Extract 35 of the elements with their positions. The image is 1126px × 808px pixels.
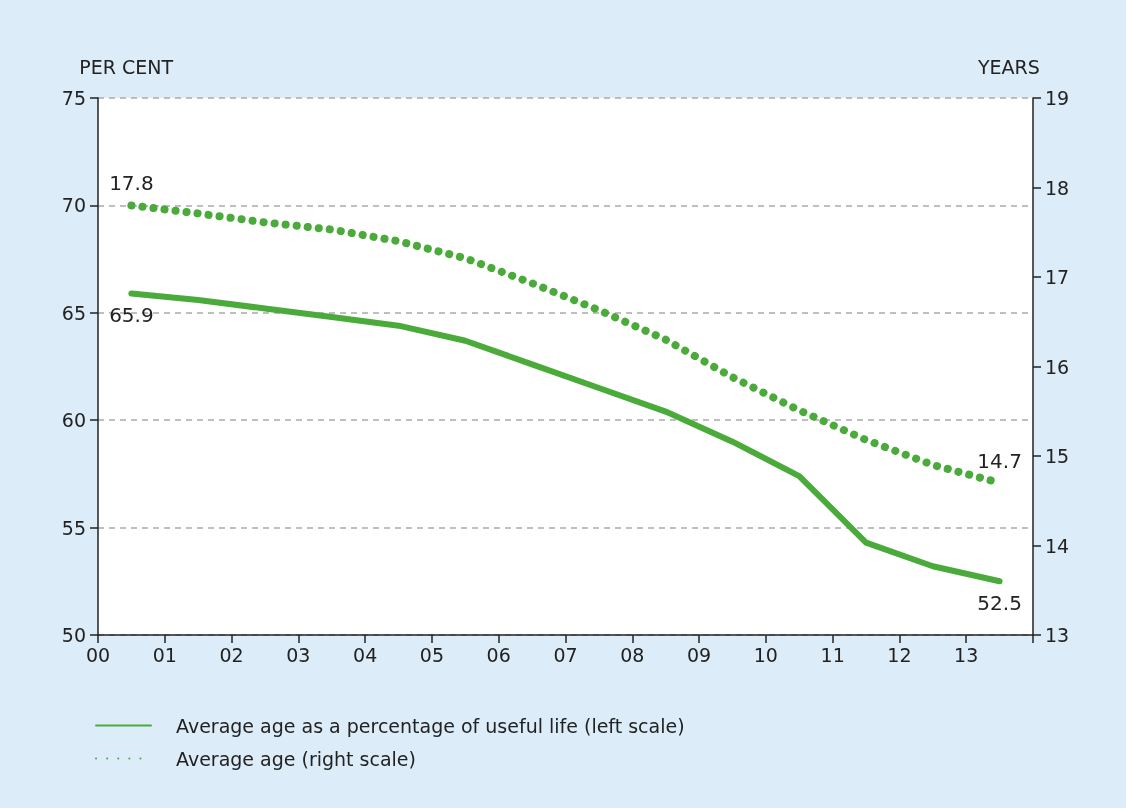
data-label: 52.5 xyxy=(977,591,1022,616)
x-tick-label: 07 xyxy=(553,643,578,666)
y2-tick-label: 17 xyxy=(1045,266,1070,288)
y2-tick-label: 19 xyxy=(1045,87,1070,109)
x-tick-label: 00 xyxy=(85,643,111,666)
y-tick-label: 60 xyxy=(61,409,86,432)
x-tick-label: 06 xyxy=(486,643,511,666)
y2-tick-label: 18 xyxy=(1045,176,1070,199)
x-tick-label: 05 xyxy=(419,643,445,666)
legend-label: Average age as a percentage of useful life (left scale) xyxy=(176,714,685,737)
x-tick-label: 03 xyxy=(286,643,311,666)
x-tick-label: 01 xyxy=(152,643,177,666)
x-tick-label: 04 xyxy=(353,643,378,666)
y2-axis-title: YEARS xyxy=(977,55,1040,78)
y-axis-title: PER CENT xyxy=(79,55,174,78)
y2-tick-label: 13 xyxy=(1045,624,1070,646)
x-tick-label: 09 xyxy=(686,643,712,666)
y-tick-label: 55 xyxy=(61,516,86,539)
x-tick-label: 11 xyxy=(820,643,845,666)
y-tick-label: 75 xyxy=(61,87,86,109)
x-tick-label: 02 xyxy=(219,643,244,666)
x-tick-label: 08 xyxy=(620,643,645,666)
x-tick-label: 13 xyxy=(954,643,979,666)
y-tick-label: 50 xyxy=(61,624,86,646)
y2-tick-label: 15 xyxy=(1045,445,1070,467)
data-label: 17.8 xyxy=(109,171,154,196)
y2-tick-label: 14 xyxy=(1045,534,1070,557)
data-label: 14.7 xyxy=(977,448,1022,473)
legend-label: Average age (right scale) xyxy=(176,747,416,770)
y2-tick-label: 16 xyxy=(1045,355,1070,378)
y-tick-label: 70 xyxy=(61,194,86,217)
y-tick-label: 65 xyxy=(61,301,86,324)
x-tick-label: 12 xyxy=(887,643,912,666)
x-tick-label: 10 xyxy=(753,643,778,666)
data-label: 65.9 xyxy=(109,303,154,328)
